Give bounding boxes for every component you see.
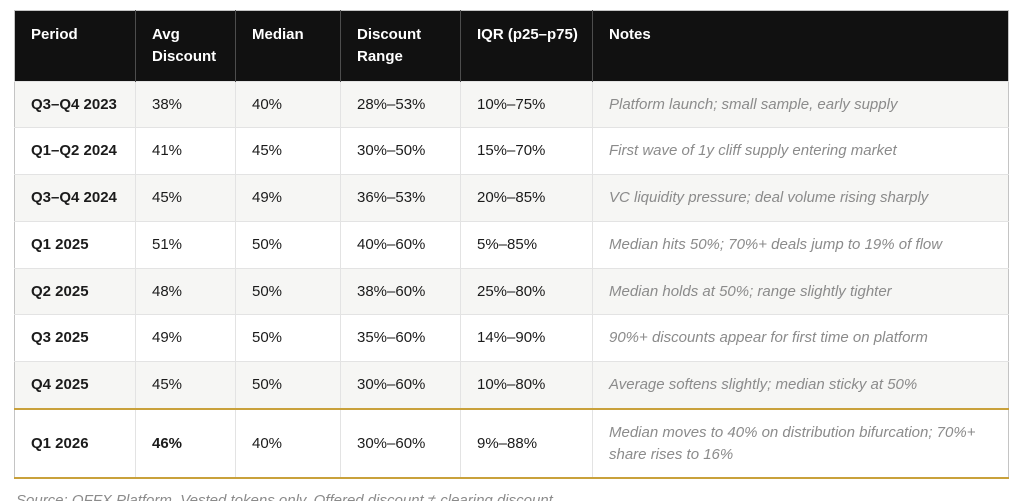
- iqr-cell: 5%–85%: [460, 220, 593, 268]
- period-cell: Q2 2025: [14, 267, 136, 315]
- avg-discount-cell: 51%: [135, 220, 236, 268]
- column-header-iqr: IQR (p25–p75): [460, 10, 593, 81]
- table-row: Q1–Q2 2024 41% 45% 30%–50% 15%–70% First…: [14, 127, 1009, 175]
- discount-range-cell: 28%–53%: [340, 80, 461, 128]
- table-row: Q2 2025 48% 50% 38%–60% 25%–80% Median h…: [14, 267, 1009, 315]
- avg-discount-cell: 45%: [135, 174, 236, 222]
- discount-range-cell: 35%–60%: [340, 314, 461, 362]
- discount-range-cell: 36%–53%: [340, 174, 461, 222]
- table-header: Period Avg Discount Median Discount Rang…: [14, 10, 1009, 81]
- notes-cell: Platform launch; small sample, early sup…: [592, 80, 1009, 128]
- column-header-median: Median: [235, 10, 341, 81]
- period-cell: Q3–Q4 2024: [14, 174, 136, 222]
- discount-range-cell: 30%–60%: [340, 360, 461, 409]
- median-cell: 40%: [235, 407, 341, 479]
- period-cell: Q4 2025: [14, 360, 136, 409]
- notes-cell: VC liquidity pressure; deal volume risin…: [592, 174, 1009, 222]
- avg-discount-cell: 45%: [135, 360, 236, 409]
- iqr-cell: 10%–80%: [460, 360, 593, 409]
- iqr-cell: 14%–90%: [460, 314, 593, 362]
- median-cell: 50%: [235, 360, 341, 409]
- median-cell: 50%: [235, 267, 341, 315]
- table-row: Q3 2025 49% 50% 35%–60% 14%–90% 90%+ dis…: [14, 314, 1009, 362]
- avg-discount-cell: 38%: [135, 80, 236, 128]
- period-cell: Q1–Q2 2024: [14, 127, 136, 175]
- iqr-cell: 10%–75%: [460, 80, 593, 128]
- median-cell: 50%: [235, 314, 341, 362]
- avg-discount-cell: 46%: [135, 407, 236, 479]
- period-cell: Q1 2025: [14, 220, 136, 268]
- header-row: Period Avg Discount Median Discount Rang…: [14, 10, 1009, 81]
- column-header-discount-range: Discount Range: [340, 10, 461, 81]
- notes-cell: Average softens slightly; median sticky …: [592, 360, 1009, 409]
- period-cell: Q1 2026: [14, 407, 136, 479]
- iqr-cell: 20%–85%: [460, 174, 593, 222]
- discount-range-cell: 30%–50%: [340, 127, 461, 175]
- column-header-notes: Notes: [592, 10, 1009, 81]
- iqr-cell: 25%–80%: [460, 267, 593, 315]
- table-body: Q3–Q4 2023 38% 40% 28%–53% 10%–75% Platf…: [14, 80, 1009, 479]
- median-cell: 49%: [235, 174, 341, 222]
- median-cell: 45%: [235, 127, 341, 175]
- notes-cell: Median holds at 50%; range slightly tigh…: [592, 267, 1009, 315]
- discount-range-cell: 38%–60%: [340, 267, 461, 315]
- column-header-avg-discount: Avg Discount: [135, 10, 236, 81]
- notes-cell: 90%+ discounts appear for first time on …: [592, 314, 1009, 362]
- notes-cell: Median moves to 40% on distribution bifu…: [592, 407, 1009, 479]
- notes-cell: Median hits 50%; 70%+ deals jump to 19% …: [592, 220, 1009, 268]
- table-row: Q1 2026 46% 40% 30%–60% 9%–88% Median mo…: [14, 407, 1009, 479]
- column-header-period: Period: [14, 10, 136, 81]
- table-row: Q1 2025 51% 50% 40%–60% 5%–85% Median hi…: [14, 220, 1009, 268]
- table-row: Q4 2025 45% 50% 30%–60% 10%–80% Average …: [14, 360, 1009, 409]
- discount-range-cell: 40%–60%: [340, 220, 461, 268]
- discount-range-cell: 30%–60%: [340, 407, 461, 479]
- table-row: Q3–Q4 2024 45% 49% 36%–53% 20%–85% VC li…: [14, 174, 1009, 222]
- median-cell: 40%: [235, 80, 341, 128]
- table-row: Q3–Q4 2023 38% 40% 28%–53% 10%–75% Platf…: [14, 80, 1009, 128]
- avg-discount-cell: 49%: [135, 314, 236, 362]
- notes-cell: First wave of 1y cliff supply entering m…: [592, 127, 1009, 175]
- median-cell: 50%: [235, 220, 341, 268]
- period-cell: Q3–Q4 2023: [14, 80, 136, 128]
- discount-stats-table: Period Avg Discount Median Discount Rang…: [14, 10, 1009, 480]
- iqr-cell: 9%–88%: [460, 407, 593, 479]
- source-note: Source: OFFX Platform. Vested tokens onl…: [16, 492, 557, 501]
- avg-discount-cell: 48%: [135, 267, 236, 315]
- avg-discount-cell: 41%: [135, 127, 236, 175]
- period-cell: Q3 2025: [14, 314, 136, 362]
- iqr-cell: 15%–70%: [460, 127, 593, 175]
